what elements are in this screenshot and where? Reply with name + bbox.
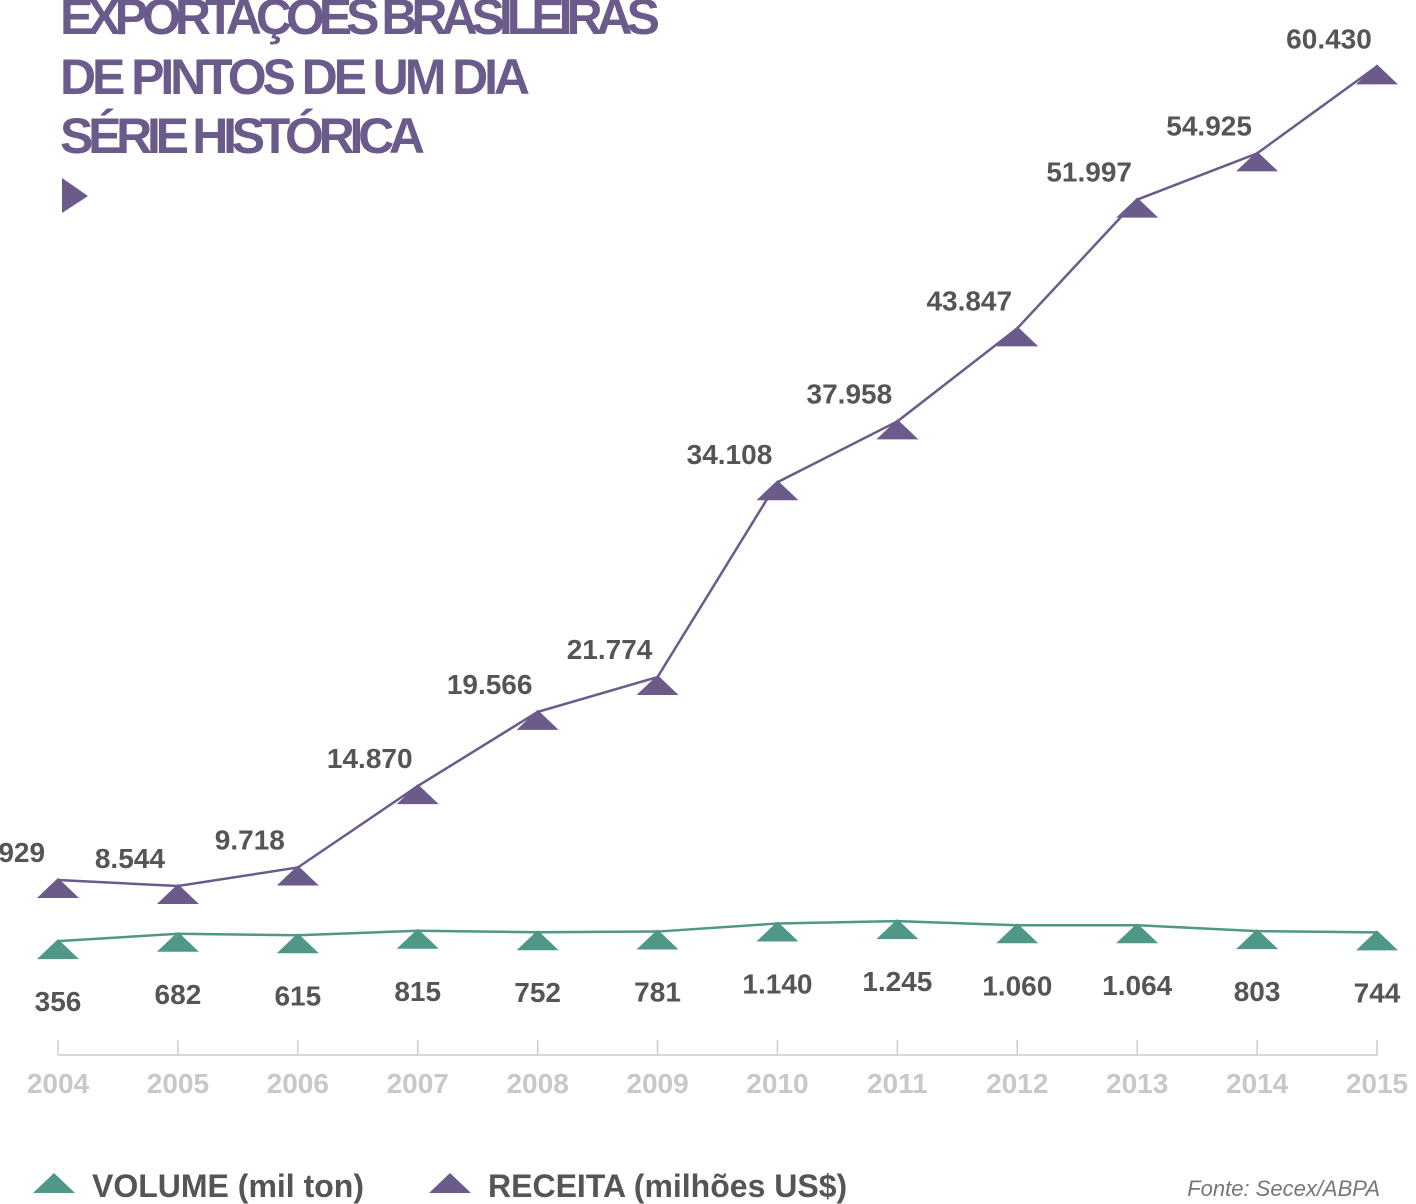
data-label: 356 — [35, 986, 82, 1017]
data-point — [876, 419, 919, 440]
data-label: 744 — [1354, 977, 1401, 1008]
x-tick-label: 2007 — [387, 1068, 449, 1099]
x-tick-label: 2010 — [746, 1068, 808, 1099]
data-point — [516, 709, 559, 730]
x-tick-label: 2006 — [267, 1068, 329, 1099]
data-label: 1.245 — [862, 966, 932, 997]
x-tick-label: 2004 — [27, 1068, 90, 1099]
data-label: 815 — [394, 976, 441, 1007]
data-label: 43.847 — [926, 285, 1012, 316]
data-label: 615 — [274, 980, 321, 1011]
data-point — [1356, 64, 1398, 85]
data-point — [636, 929, 679, 950]
data-point — [156, 931, 199, 952]
data-point — [756, 921, 799, 942]
data-point — [1356, 930, 1398, 951]
data-label: 1.064 — [1102, 970, 1172, 1001]
source: Fonte: Secex/ABPA — [1187, 1176, 1380, 1201]
data-label: 1.140 — [742, 968, 812, 999]
data-label: 803 — [1234, 976, 1281, 1007]
data-label: 34.108 — [687, 439, 773, 470]
data-label: 21.774 — [567, 634, 653, 665]
data-point — [996, 326, 1039, 347]
data-point — [876, 919, 919, 940]
data-point — [396, 784, 439, 805]
data-label: 781 — [634, 977, 681, 1008]
series-line — [57, 919, 1378, 943]
x-tick-label: 2012 — [986, 1068, 1048, 1099]
data-label: 51.997 — [1046, 157, 1132, 188]
data-label: 8.929 — [0, 837, 45, 868]
chart-title: EXPORTAÇÕES BRASILEIRAS — [60, 0, 660, 45]
data-point — [37, 939, 79, 960]
data-label: 19.566 — [447, 669, 533, 700]
data-label: 752 — [514, 977, 561, 1008]
data-label: 60.430 — [1286, 23, 1372, 54]
data-point — [276, 933, 319, 954]
data-point — [636, 675, 679, 696]
data-point — [756, 480, 799, 501]
data-point — [996, 923, 1039, 944]
data-point — [1236, 151, 1279, 172]
data-point — [276, 865, 319, 886]
data-point — [156, 884, 199, 905]
data-label: 14.870 — [327, 743, 413, 774]
x-tick-label: 2015 — [1346, 1068, 1408, 1099]
series-line — [57, 65, 1378, 888]
data-point — [1236, 929, 1279, 950]
chart-title: DE PINTOS DE UM DIA — [60, 49, 530, 105]
legend-label: VOLUME (mil ton) — [92, 1168, 364, 1204]
data-label: 1.060 — [982, 970, 1052, 1001]
data-point — [1116, 197, 1159, 218]
x-tick-label: 2014 — [1226, 1068, 1289, 1099]
data-point — [37, 877, 79, 898]
title-arrow — [62, 178, 88, 213]
data-label: 8.544 — [95, 843, 165, 874]
x-tick-label: 2013 — [1106, 1068, 1168, 1099]
legend-label: RECEITA (milhões US$) — [488, 1168, 847, 1204]
legend-swatch — [429, 1173, 471, 1193]
data-label: 682 — [155, 979, 202, 1010]
legend-swatch — [33, 1173, 75, 1193]
data-point — [396, 928, 439, 949]
data-point — [516, 930, 559, 951]
x-tick-label: 2009 — [626, 1068, 688, 1099]
data-point — [1116, 923, 1159, 944]
chart-title: SÉRIE HISTÓRICA — [60, 108, 425, 164]
data-label: 54.925 — [1166, 110, 1252, 141]
x-tick-label: 2011 — [867, 1068, 928, 1099]
data-label: 37.958 — [807, 378, 893, 409]
x-tick-label: 2005 — [147, 1068, 209, 1099]
data-label: 9.718 — [215, 824, 285, 855]
x-tick-label: 2008 — [506, 1068, 568, 1099]
